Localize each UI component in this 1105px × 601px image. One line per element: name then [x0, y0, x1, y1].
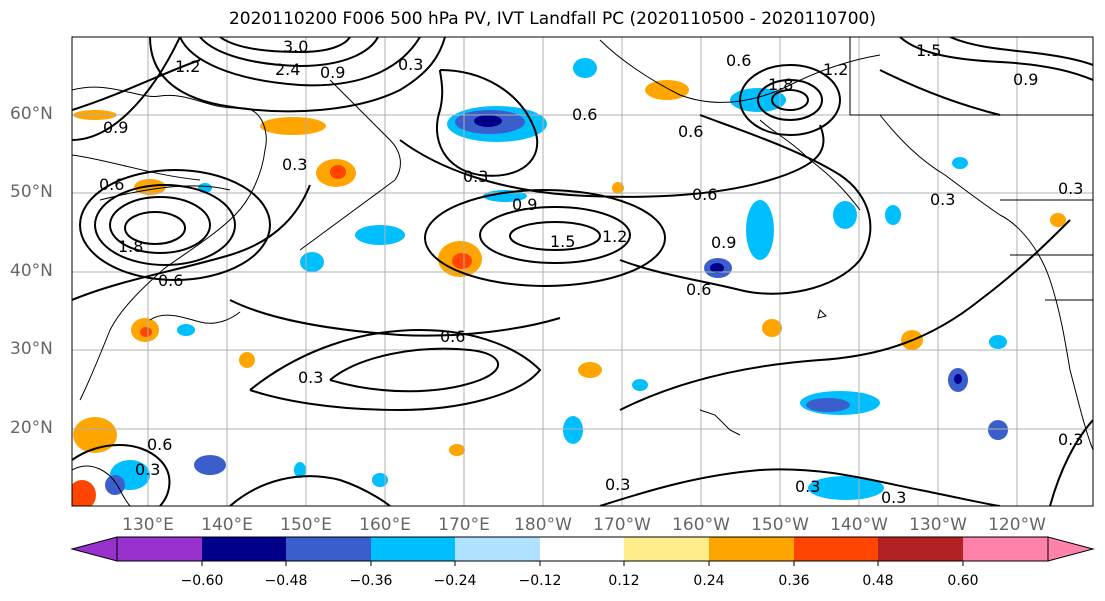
lon-label: 150°E: [280, 515, 332, 535]
map-frame: [71, 36, 1094, 507]
lon-label: 130°E: [122, 515, 174, 535]
colorbar-tick-label: −0.48: [264, 573, 308, 589]
colorbar-extend-high: [1047, 536, 1095, 562]
lon-label: 180°W: [514, 515, 572, 535]
lon-label: 140°W: [830, 515, 888, 535]
contour-label: 1.5: [550, 232, 575, 251]
contour-label: 0.6: [158, 271, 183, 290]
contour-label: 0.3: [398, 55, 423, 74]
colorbar-segment: [117, 537, 202, 561]
contour-label: 0.6: [147, 435, 172, 454]
contour-label: 0.3: [1058, 430, 1083, 449]
colorbar-segment: [878, 537, 963, 561]
contour-label: 0.9: [512, 195, 537, 214]
colorbar-tick-label: 0.60: [947, 573, 979, 589]
contour-label: 0.3: [605, 475, 630, 494]
lon-label: 160°W: [672, 515, 730, 535]
contour-labels: 3.0 2.4 1.2 1.8 0.9 0.6 0.3 0.9 0.6 0.3 …: [99, 37, 1083, 507]
colorbar-segment: [963, 537, 1048, 561]
contour-label: 0.9: [1013, 70, 1038, 89]
contour-label: 0.6: [692, 185, 717, 204]
contour-label: 0.3: [1058, 179, 1083, 198]
pv-contours-thin: [72, 154, 231, 201]
contour-label: 0.3: [135, 460, 160, 479]
colorbar-segment: [371, 537, 455, 561]
contour-label: 2.4: [275, 60, 300, 79]
contour-label: 0.6: [726, 51, 751, 70]
map-title: 2020110200 F006 500 hPa PV, IVT Landfall…: [228, 9, 876, 29]
contour-label: 1.2: [602, 227, 627, 246]
lon-label: 140°E: [201, 515, 253, 535]
contour-label: 1.8: [768, 75, 793, 94]
contour-label: 0.6: [686, 280, 711, 299]
contour-label: 1.5: [916, 41, 941, 60]
contour-label: 0.3: [930, 190, 955, 209]
contour-label: 0.3: [298, 368, 323, 387]
colorbar-tick-label: 0.36: [778, 573, 810, 589]
lon-label: 170°E: [438, 515, 490, 535]
contour-label: 0.9: [711, 233, 736, 252]
colorbar-segment: [455, 537, 540, 561]
lon-label: 160°E: [359, 515, 411, 535]
contour-label: 0.3: [282, 155, 307, 174]
lat-label: 30°N: [10, 339, 53, 359]
map-plot-area: [72, 37, 1093, 506]
contour-label: 0.9: [103, 118, 128, 137]
lat-label: 40°N: [10, 261, 53, 281]
colorbar: [70, 536, 1095, 566]
lat-label: 20°N: [10, 418, 53, 438]
contour-label: 0.3: [795, 477, 820, 496]
colorbar-segment: [794, 537, 878, 561]
lon-label: 150°W: [751, 515, 809, 535]
coastlines: [72, 37, 1093, 506]
lat-label: 50°N: [10, 182, 53, 202]
colorbar-segment: [709, 537, 794, 561]
colorbar-tick-label: −0.60: [180, 573, 224, 589]
contour-label: 0.6: [572, 105, 597, 124]
colorbar-tick-label: −0.12: [518, 573, 562, 589]
contour-label: 0.9: [320, 63, 345, 82]
colorbar-tick-label: 0.24: [693, 573, 725, 589]
contour-label: 1.2: [823, 60, 848, 79]
colorbar-segment: [624, 537, 709, 561]
lon-label: 120°W: [988, 515, 1046, 535]
contour-label: 0.6: [99, 175, 124, 194]
colorbar-tick-label: −0.24: [433, 573, 477, 589]
lon-label: 130°W: [909, 515, 967, 535]
contour-label: 0.3: [881, 488, 906, 507]
colorbar-tick-label: −0.36: [349, 573, 393, 589]
colorbar-extend-low: [70, 536, 118, 562]
contour-label: 0.3: [463, 167, 488, 186]
contour-label: 3.0: [283, 37, 308, 56]
colorbar-tick-label: 0.12: [608, 573, 640, 589]
contour-label: 1.2: [175, 57, 200, 76]
pv-contours: [72, 37, 1093, 506]
lat-label: 60°N: [10, 104, 53, 124]
lon-label: 170°W: [593, 515, 651, 535]
contour-label: 0.6: [678, 122, 703, 141]
contour-label: 0.6: [440, 327, 465, 346]
colorbar-segment: [286, 537, 371, 561]
contour-label: 1.8: [118, 237, 143, 256]
colorbar-segment: [540, 537, 624, 561]
colorbar-tick-label: 0.48: [862, 573, 894, 589]
colorbar-segment: [202, 537, 286, 561]
